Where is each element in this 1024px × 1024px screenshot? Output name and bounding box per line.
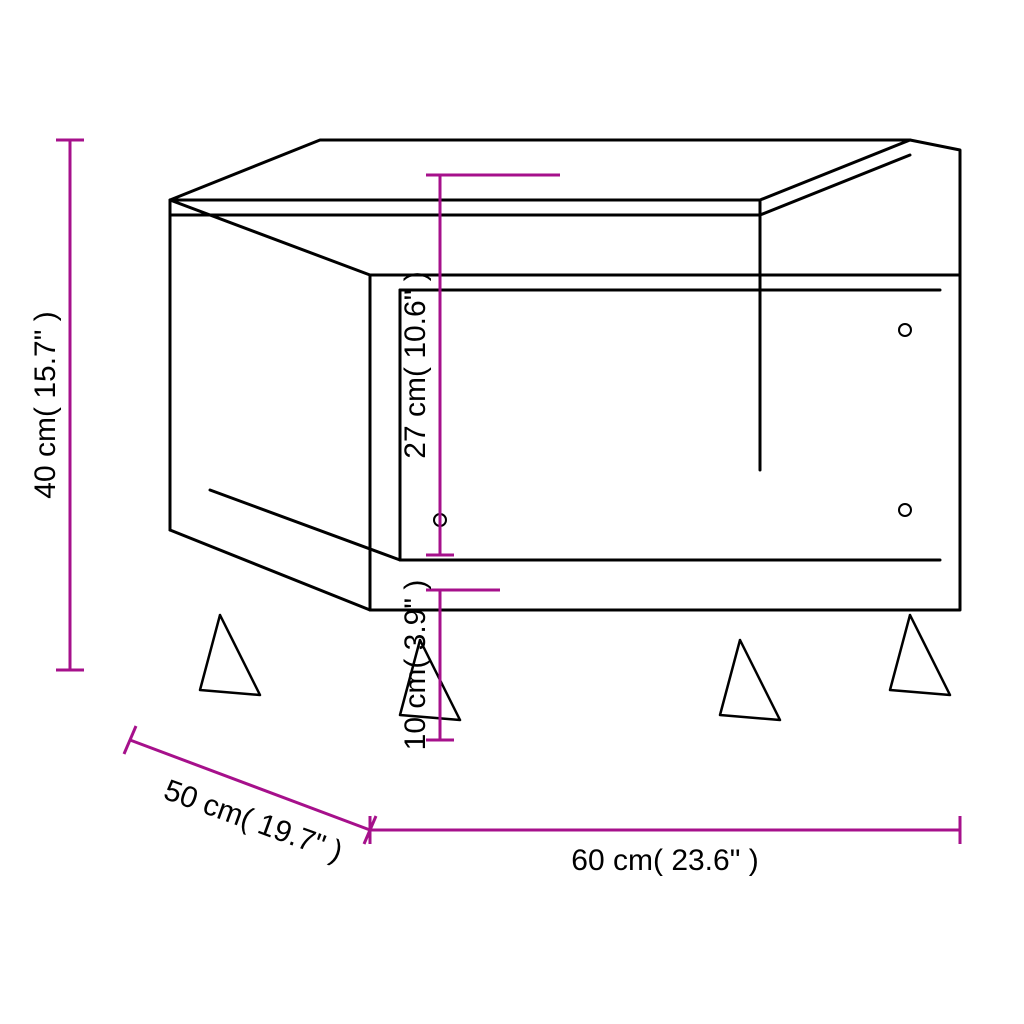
- furniture-edge: [170, 140, 960, 610]
- hairpin-leg: [720, 640, 780, 720]
- furniture-edge: [170, 140, 910, 200]
- furniture-edge: [170, 200, 370, 275]
- dimension-label-height_opening: 27 cm( 10.6" ): [399, 271, 432, 458]
- hairpin-leg: [890, 615, 950, 695]
- hairpin-leg: [200, 615, 260, 695]
- furniture-edge: [210, 490, 940, 560]
- dimension-label-width: 60 cm( 23.6" ): [571, 844, 758, 877]
- dowel-hole: [899, 504, 911, 516]
- dimension-label-height_total: 40 cm( 15.7" ): [29, 311, 62, 498]
- dimension-label-height_legs: 10 cm( 3.9" ): [399, 580, 432, 751]
- dowel-hole: [899, 324, 911, 336]
